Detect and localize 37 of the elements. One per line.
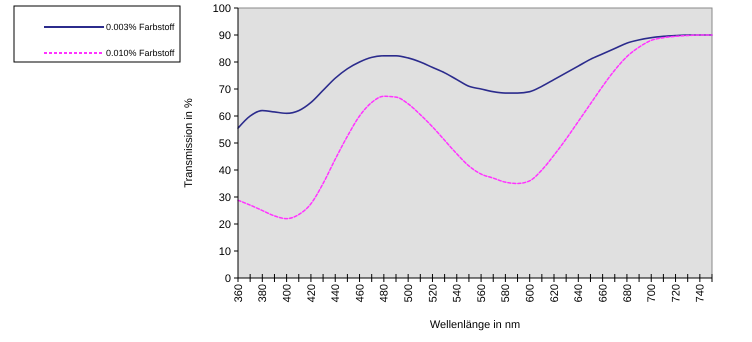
x-tick-label: 500 xyxy=(403,284,416,302)
x-tick-label: 640 xyxy=(573,284,586,302)
x-tick-label: 480 xyxy=(378,284,391,302)
x-tick-label: 520 xyxy=(427,284,440,302)
x-tick-label: 380 xyxy=(257,284,270,302)
y-tick-label: 90 xyxy=(218,30,231,42)
y-tick-label: 70 xyxy=(218,84,231,96)
x-tick-label: 580 xyxy=(500,284,512,302)
line-series xyxy=(237,34,713,220)
y-tick-label: 0 xyxy=(224,272,231,285)
x-tick-label: 460 xyxy=(354,284,366,302)
x-tick-label: 620 xyxy=(548,284,561,302)
y-tick-label: 100 xyxy=(212,2,231,15)
legend-label: 0.010% Farbstoff xyxy=(106,48,175,58)
y-tick-label: 10 xyxy=(218,246,231,258)
x-tick-label: 600 xyxy=(524,284,537,302)
y-tick-label: 80 xyxy=(218,56,231,69)
x-axis-title: Wellenlänge in nm xyxy=(430,319,520,331)
x-tick-label: 400 xyxy=(281,284,294,302)
x-tick-label: 720 xyxy=(670,284,682,302)
x-tick-label: 660 xyxy=(597,284,610,302)
x-tick-label: 360 xyxy=(232,284,245,302)
line-series xyxy=(237,34,713,129)
y-axis-title: Transmission in % xyxy=(183,98,195,188)
x-tick-label: 540 xyxy=(452,284,464,302)
y-tick-label: 30 xyxy=(218,192,231,204)
y-tick-label: 40 xyxy=(218,164,231,177)
x-tick-label: 440 xyxy=(330,284,342,302)
x-tick-label: 700 xyxy=(646,284,658,302)
x-tick-label: 560 xyxy=(476,284,488,302)
y-tick-label: 50 xyxy=(218,138,231,150)
legend-label: 0.003% Farbstoff xyxy=(106,22,175,32)
y-tick-label: 60 xyxy=(218,110,231,123)
x-tick-label: 680 xyxy=(622,284,634,302)
y-tick-label: 20 xyxy=(218,218,231,231)
x-tick-label: 740 xyxy=(694,284,707,302)
x-tick-label: 420 xyxy=(306,284,318,302)
